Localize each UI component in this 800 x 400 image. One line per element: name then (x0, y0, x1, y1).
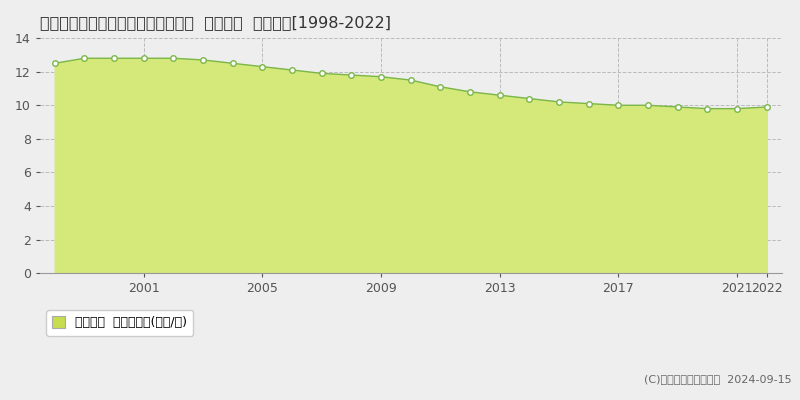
Text: (C)土地価格ドットコム  2024-09-15: (C)土地価格ドットコム 2024-09-15 (644, 374, 792, 384)
Legend: 地価公示  平均坊単価(万円/坊): 地価公示 平均坊単価(万円/坊) (46, 310, 193, 336)
Text: 宮崎県日向市亀崎東１丁目６２番外  地価公示  地価推移[1998-2022]: 宮崎県日向市亀崎東１丁目６２番外 地価公示 地価推移[1998-2022] (40, 15, 391, 30)
